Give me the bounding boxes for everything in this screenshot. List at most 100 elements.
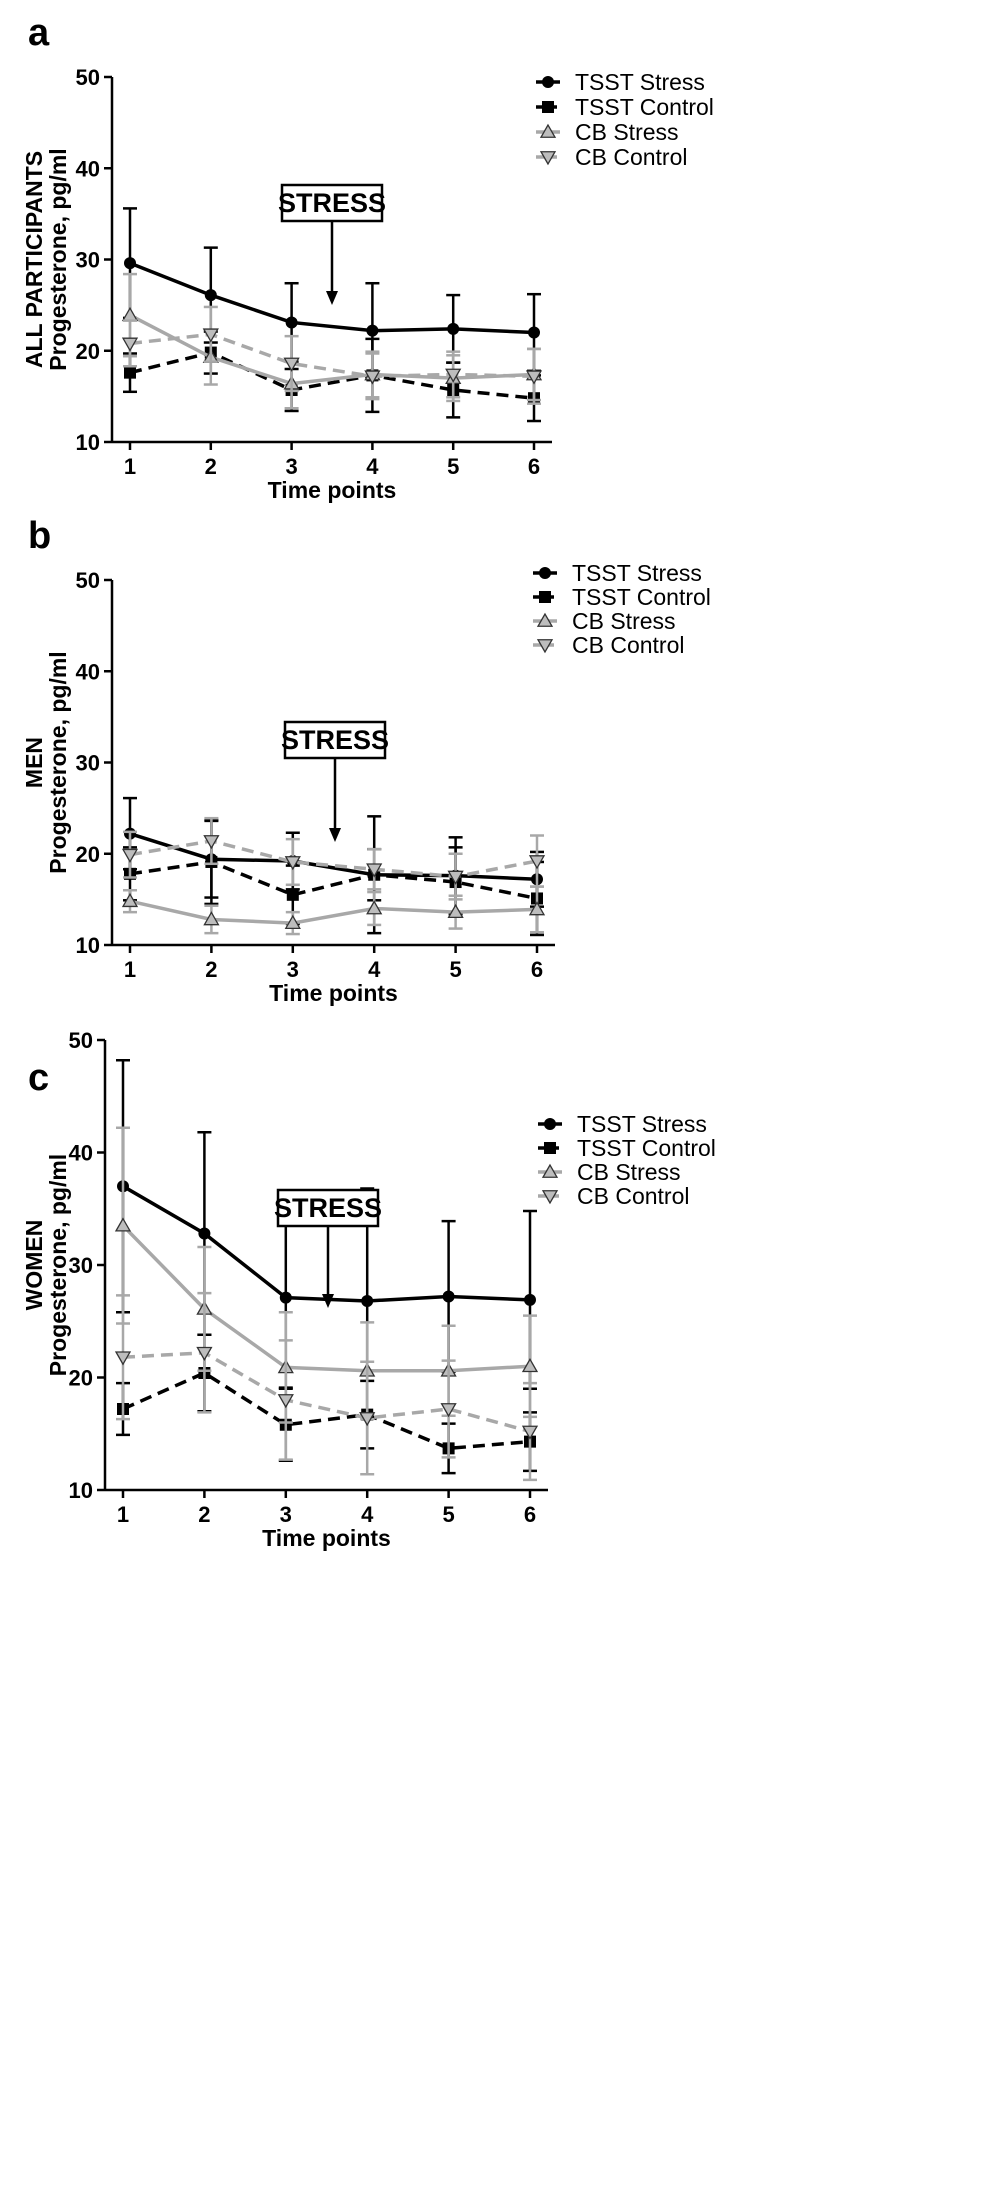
stress-label: STRESS xyxy=(278,188,386,218)
x-tick-label: 5 xyxy=(442,1502,454,1527)
legend-marker xyxy=(539,567,551,579)
y-tick-label: 10 xyxy=(76,933,100,958)
series-cb-stress xyxy=(121,885,546,936)
y-tick-label: 30 xyxy=(69,1253,93,1278)
x-tick-label: 4 xyxy=(361,1502,374,1527)
series-line xyxy=(129,261,535,335)
series-line xyxy=(122,1371,531,1451)
data-point xyxy=(198,1227,211,1240)
data-point xyxy=(114,1217,132,1232)
data-point xyxy=(121,306,139,322)
legend-marker xyxy=(541,1190,559,1205)
legend-marker xyxy=(544,1118,556,1130)
legend-entry-label: CB Stress xyxy=(572,608,676,634)
legend-entry-label: TSST Stress xyxy=(572,560,702,586)
stress-arrow-head xyxy=(326,291,338,305)
y-tick-label: 20 xyxy=(76,842,100,867)
data-point xyxy=(447,870,464,885)
legend-marker xyxy=(541,1163,559,1178)
data-point xyxy=(121,892,139,908)
y-axis-title-group: WOMEN xyxy=(21,1220,47,1311)
x-axis-title: Time points xyxy=(268,477,397,503)
x-tick-label: 2 xyxy=(198,1502,210,1527)
data-point xyxy=(525,370,543,385)
series-line xyxy=(129,313,535,386)
x-tick-label: 3 xyxy=(287,957,299,982)
x-tick-label: 3 xyxy=(280,1502,292,1527)
x-tick-label: 1 xyxy=(117,1502,129,1527)
stress-arrow-head xyxy=(322,1294,334,1308)
legend-marker xyxy=(539,151,557,166)
data-point xyxy=(203,911,220,926)
stress-label: STRESS xyxy=(281,725,389,755)
legend-entry-label: TSST Control xyxy=(572,584,711,610)
y-tick-label: 50 xyxy=(69,1028,93,1053)
y-tick-label: 10 xyxy=(76,430,100,455)
data-point xyxy=(121,848,139,863)
y-tick-label: 20 xyxy=(69,1366,93,1391)
legend-marker xyxy=(542,101,554,113)
x-axis-title: Time points xyxy=(269,980,398,1006)
x-tick-label: 5 xyxy=(447,454,459,479)
y-tick-label: 20 xyxy=(76,339,100,364)
data-point xyxy=(521,1425,539,1440)
legend-entry-label: CB Control xyxy=(577,1183,689,1209)
y-axis-title: Progesterone, pg/ml xyxy=(45,651,71,873)
data-point xyxy=(121,337,139,352)
x-tick-label: 2 xyxy=(205,454,217,479)
y-axis-title: Progesterone, pg/ml xyxy=(45,148,71,370)
series-line xyxy=(129,899,538,925)
legend-entry-label: TSST Control xyxy=(577,1135,716,1161)
stress-arrow-head xyxy=(329,828,341,842)
series-cb-control xyxy=(121,305,543,405)
legend-entry-label: TSST Stress xyxy=(577,1111,707,1137)
x-tick-label: 1 xyxy=(124,454,136,479)
legend-entry-label: CB Stress xyxy=(577,1159,681,1185)
series-line xyxy=(129,350,535,400)
y-tick-label: 40 xyxy=(76,659,100,684)
y-tick-label: 30 xyxy=(76,751,100,776)
data-point xyxy=(284,914,301,929)
x-tick-label: 3 xyxy=(285,454,297,479)
series-line xyxy=(129,839,538,879)
y-tick-label: 50 xyxy=(76,65,100,90)
series-tsst-control xyxy=(116,1333,537,1475)
data-point xyxy=(445,368,462,383)
series-line xyxy=(122,1350,531,1434)
x-tick-label: 6 xyxy=(524,1502,536,1527)
chart-panel-a: a 10 20 30 40 50 1 2 3 4 5 6 Time points ALL PARTICIP… xyxy=(21,12,714,503)
data-point xyxy=(440,1403,457,1418)
data-point xyxy=(124,366,136,379)
data-point xyxy=(202,328,219,343)
data-point xyxy=(283,357,300,372)
x-tick-label: 5 xyxy=(449,957,461,982)
data-point xyxy=(279,1291,292,1304)
data-point xyxy=(521,1357,539,1373)
legend-marker xyxy=(539,123,557,138)
data-point xyxy=(447,322,460,335)
data-point xyxy=(124,257,136,270)
chart-panel-b: b 10 20 30 40 50 1 2 3 4 5 6 Time points MENProgester… xyxy=(21,515,711,1006)
data-point xyxy=(366,324,379,337)
x-tick-label: 4 xyxy=(368,957,381,982)
y-tick-label: 40 xyxy=(76,156,100,181)
legend-marker xyxy=(544,1142,556,1154)
y-tick-label: 10 xyxy=(69,1478,93,1503)
stress-label: STRESS xyxy=(274,1193,382,1223)
data-point xyxy=(364,370,381,385)
x-tick-label: 4 xyxy=(366,454,379,479)
panel-label: a xyxy=(28,12,50,54)
data-point xyxy=(528,326,540,339)
data-point xyxy=(114,1351,132,1366)
y-tick-label: 30 xyxy=(76,248,100,273)
data-point xyxy=(528,901,546,916)
legend-entry-label: CB Control xyxy=(575,144,687,170)
data-point xyxy=(524,1293,536,1306)
data-point xyxy=(196,1346,213,1362)
data-point xyxy=(361,1295,374,1307)
series-line xyxy=(129,860,538,901)
